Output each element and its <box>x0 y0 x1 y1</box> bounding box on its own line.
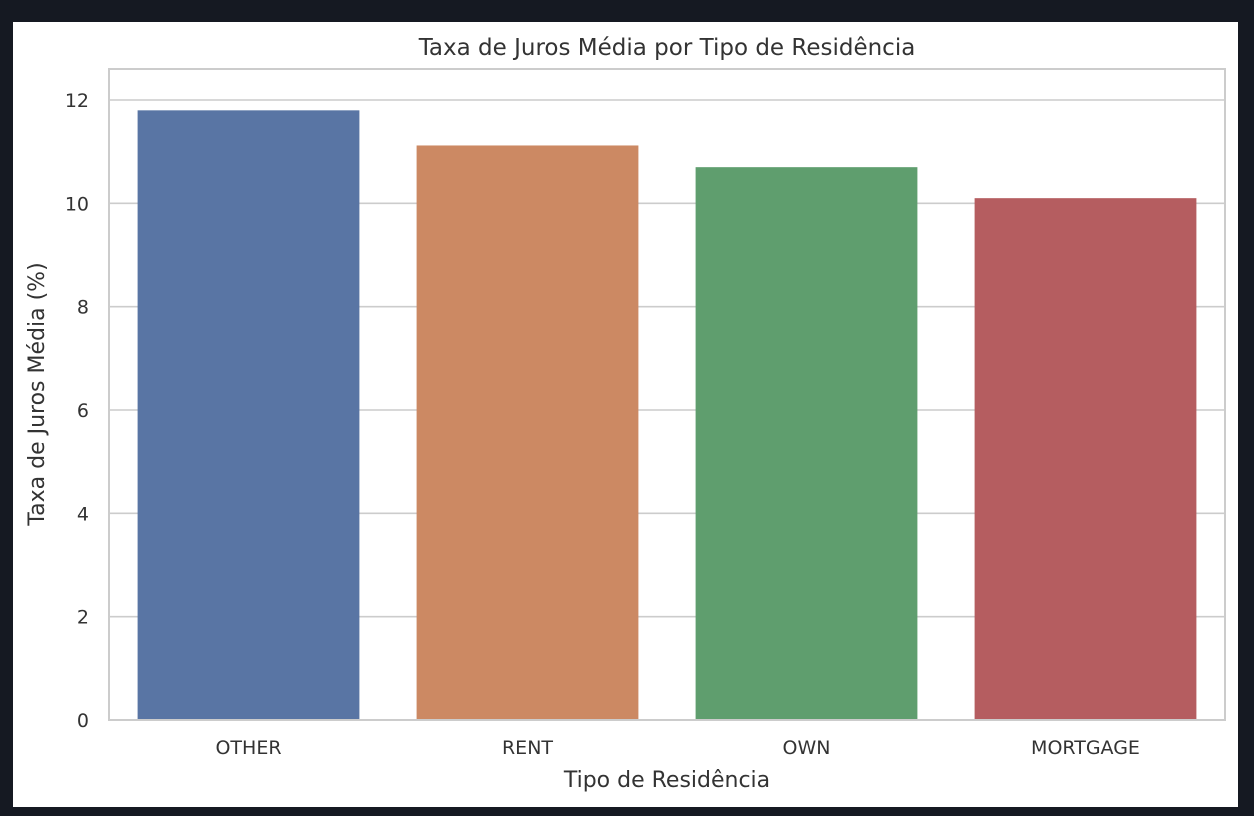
plot-frame <box>108 68 1226 721</box>
x-tick-label-rent: RENT <box>502 737 553 759</box>
y-tick-label: 0 <box>77 710 89 732</box>
bar-own <box>695 167 918 720</box>
y-axis-label: Taxa de Juros Média (%) <box>25 262 50 526</box>
bar-other <box>137 110 360 721</box>
y-axis-ticks: 0 2 4 6 8 10 12 <box>65 90 89 732</box>
y-tick-label: 6 <box>77 400 89 422</box>
x-tick-label-mortgage: MORTGAGE <box>1031 737 1140 759</box>
y-tick-label: 8 <box>77 297 89 319</box>
x-tick-label-own: OWN <box>783 737 831 759</box>
x-tick-label-other: OTHER <box>215 737 281 759</box>
y-tick-label: 10 <box>65 193 89 215</box>
bar-rent <box>416 145 639 720</box>
y-tick-label: 2 <box>77 607 89 629</box>
chart-figure: 0 2 4 6 8 10 12 OTHER RENT OWN MORTGAGE Taxa de J… <box>13 22 1238 807</box>
chart-title: Taxa de Juros Média por Tipo de Residênc… <box>418 35 916 61</box>
y-tick-label: 4 <box>77 503 89 525</box>
x-axis-ticks: OTHER RENT OWN MORTGAGE <box>215 737 1139 759</box>
y-tick-label: 12 <box>65 90 89 112</box>
bar-mortgage <box>974 198 1197 720</box>
bars <box>137 110 1197 721</box>
bar-chart: 0 2 4 6 8 10 12 OTHER RENT OWN MORTGAGE Taxa de J… <box>25 35 1226 793</box>
x-axis-label: Tipo de Residência <box>563 768 770 793</box>
